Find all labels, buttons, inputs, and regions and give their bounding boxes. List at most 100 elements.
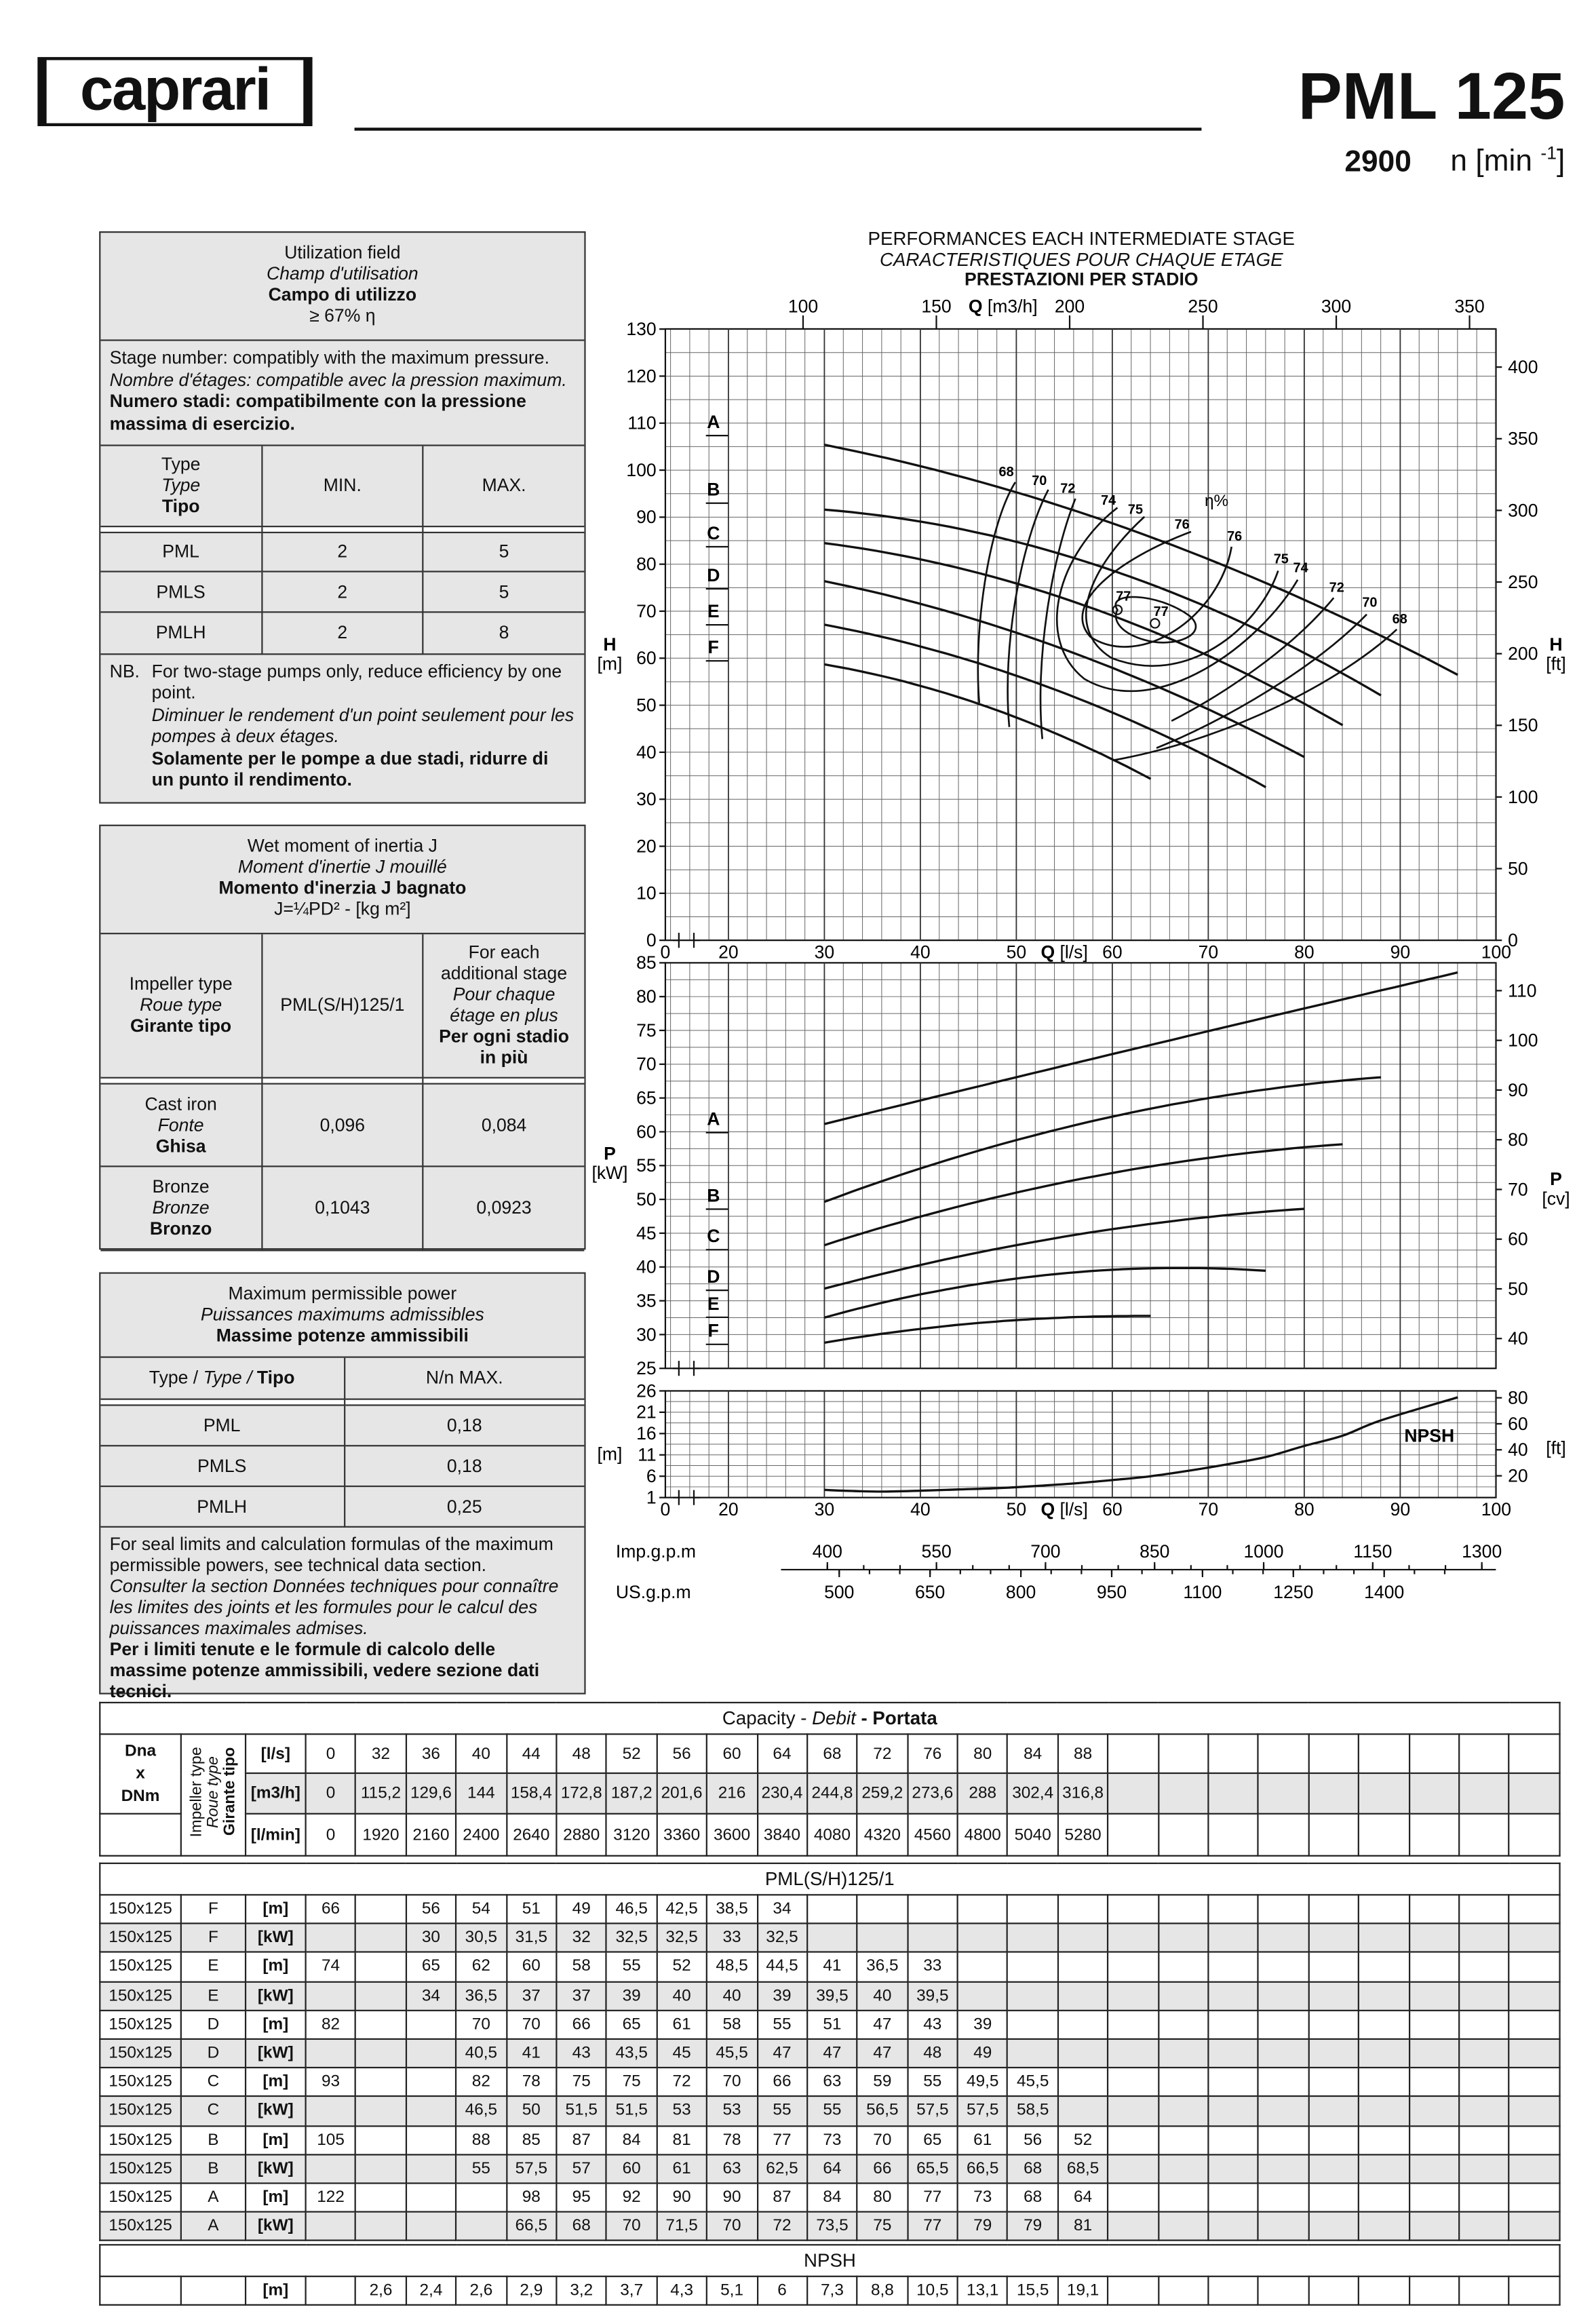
max-power-row: PML 0,18 [100,1403,585,1446]
capacity-cell [1408,1733,1460,1775]
value-cell: 64 [1057,2182,1109,2213]
efficiency-label: 70 [1362,596,1377,611]
flow-ls-tick-label: 100 [1481,942,1511,963]
value-cell [355,1980,407,2011]
value-cell [1258,2182,1310,2213]
power-axis-unit: [kW] [591,1163,627,1183]
capacity-cell: 56 [656,1733,708,1775]
value-cell: 55 [606,1952,658,1982]
dn-cell: 150x125 [99,2153,182,2184]
value-cell [1308,2153,1360,2184]
power-kw-tick-label: 70 [636,1054,657,1074]
efficiency-contour-70 [1007,489,1367,749]
npsh-cell: 2,6 [455,2275,507,2306]
head-m-tick-label: 110 [627,413,656,433]
value-cell [405,2182,457,2213]
npsh-cell [1258,2275,1310,2306]
value-cell: 68 [1007,2153,1059,2184]
power-kw-tick-label: 55 [636,1155,657,1176]
efficiency-label: 74 [1101,493,1116,508]
flow-m3h-tick-label: 250 [1188,296,1218,317]
value-cell [1007,1894,1059,1924]
value-cell [1057,2095,1109,2127]
impeller-cell: A [180,2211,247,2242]
capacity-cell [1207,1772,1260,1815]
value-cell [305,2211,357,2242]
value-cell [1157,1980,1209,2011]
value-cell: 105 [305,2125,357,2155]
capacity-cell: 5280 [1057,1813,1109,1857]
capacity-cell: 0 [305,1733,357,1775]
max-power-header: Maximum permissible power Puissances max… [100,1274,585,1358]
value-cell: 84 [606,2125,658,2155]
power-curve-label-C: C [707,1226,720,1246]
flow-ls-tick-label: 90 [1390,1499,1411,1519]
value-cell [1157,2038,1209,2069]
performance-row: 150x125 E [kW] 34 36,5 37 37 39 40 40 39 39,5 40 39,5 [99,1980,1561,2011]
dn-cell: 150x125 [99,2125,182,2155]
performance-row: 150x125 B [kW] 55 57,5 57 60 61 63 62,5 64 66 65,5 66… [99,2153,1561,2184]
flow-m3h-tick-label: 100 [788,296,818,317]
performance-table: PML(S/H)125/1 150x125 F [m] 66 56 54 51 49 46,5 42… [99,1862,1561,2242]
impeller-cell: E [180,1980,247,2011]
inertia-add-value: 0,084 [422,1082,585,1167]
nb-en: For two-stage pumps only, reduce efficie… [151,660,562,703]
max: 5 [422,570,585,613]
npsh-cell [1107,2275,1159,2306]
title-fr: Champ d'utilisation [267,263,418,284]
flow-ls-tick-label: 80 [1294,942,1315,963]
capacity-title-row: Capacity - Debit - Portata [99,1701,1561,1735]
value-cell: 51,5 [556,2095,608,2127]
unit-cell: [kW] [244,2038,307,2069]
value-cell: 66 [305,1894,357,1924]
npsh-cell: 2,4 [405,2275,457,2306]
power-cv-axis-unit: [cv] [1542,1188,1570,1209]
flow-m3h-axis-label: Q [m3/h] [969,296,1038,317]
npsh-ft-axis-unit: [ft] [1546,1437,1566,1458]
value-cell: 92 [606,2182,658,2213]
power-curve-B [823,1076,1382,1203]
inertia-panel: Wet moment of inertia J Moment d'inertie… [99,824,586,1251]
npsh-ft-tick-label: 60 [1508,1414,1528,1434]
head-curve-label-D: D [707,565,720,585]
value-cell [1408,2153,1460,2184]
capacity-cell [1157,1733,1209,1775]
head-ft-tick-label: 0 [1508,930,1518,950]
value-cell [1007,2009,1059,2040]
dn-cell: 150x125 [99,1980,182,2011]
us-gpm-tick-label: 500 [824,1582,854,1602]
value-cell: 77 [906,2211,958,2242]
flow-ls-tick-label: 60 [1102,942,1123,963]
value-cell: 70 [505,2009,558,2040]
power-kw-tick-label: 35 [636,1290,657,1311]
capacity-cell: 84 [1007,1733,1059,1775]
stage-en: Stage number: compatibly with the maximu… [109,347,549,368]
capacity-cell [1157,1772,1209,1815]
value-cell [1107,2095,1159,2127]
max-power-row: PMLS 0,18 [100,1444,585,1487]
unit-cell: [m] [244,2009,307,2040]
title-it: Campo di utilizzo [268,284,417,305]
value-cell [1308,2009,1360,2040]
value-cell [1057,2067,1109,2097]
value-cell: 41 [505,2038,558,2069]
impeller-cell: D [180,2038,247,2069]
value-cell [1207,2009,1260,2040]
performance-row: 150x125 C [m] 93 82 78 75 75 72 70 66 63 59 55 49,5 45,… [99,2067,1561,2097]
value-cell: 66,5 [956,2153,1009,2184]
value-cell [1358,2038,1410,2069]
performance-row: 150x125 D [kW] 40,5 41 43 43,5 45 45,5 47 47 47 48 49 [99,2038,1561,2069]
value-cell [1458,2182,1511,2213]
nb-fr: Diminuer le rendement d'un point seuleme… [151,703,575,747]
value-cell [1358,2211,1410,2242]
value-cell [1508,1980,1561,2011]
impeller-cell: C [180,2067,247,2097]
us-gpm-tick-label: 1100 [1183,1582,1222,1602]
value-cell [1207,1922,1260,1954]
value-cell [956,1894,1009,1924]
value-cell: 33 [705,1922,758,1954]
efficiency-label: 72 [1060,481,1075,496]
capacity-cell [1458,1772,1511,1815]
dn-cell: 150x125 [99,2095,182,2127]
nb-note: NB. For two-stage pumps only, reduce eff… [100,654,584,796]
